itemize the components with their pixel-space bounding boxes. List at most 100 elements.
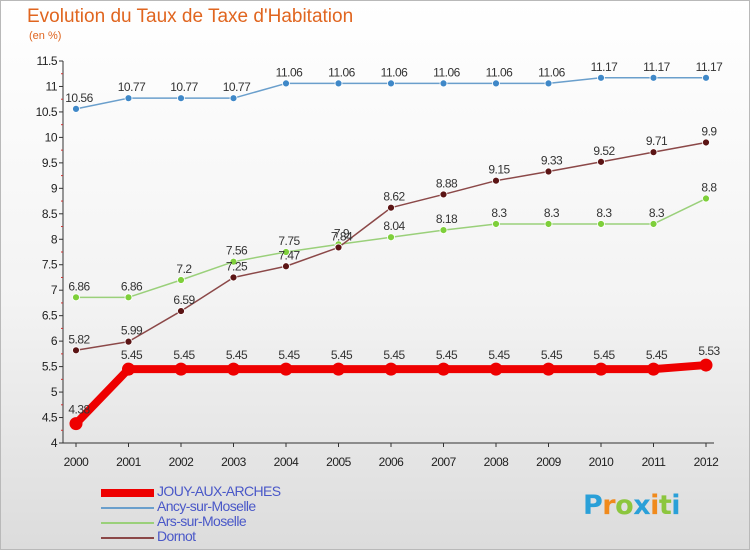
y-tick-label: 9.5 [42,156,58,170]
data-label: 5.45 [121,348,143,362]
data-label: 9.71 [646,134,668,148]
data-label: 8.8 [701,181,717,195]
legend-swatch [101,489,154,497]
data-point [334,243,343,252]
data-label: 9.15 [488,163,510,177]
data-label: 5.45 [226,348,248,362]
data-label: 7.25 [226,259,248,273]
x-tick-label: 2000 [64,455,90,469]
data-point [492,220,500,228]
x-tick-label: 2012 [694,455,720,469]
data-point [334,79,343,88]
data-label: 7.75 [278,234,300,248]
x-tick-label: 2007 [431,455,457,469]
data-label: 6.86 [121,279,143,293]
data-label: 8.04 [383,219,405,233]
data-point [544,220,553,228]
logo-letter: P [583,490,603,521]
data-label: 6.86 [68,279,90,293]
data-point [702,138,710,147]
data-label: 10.77 [118,80,146,94]
data-label: 5.45 [331,348,353,362]
data-point [702,194,710,203]
y-tick-label: 7.5 [42,258,58,272]
x-tick-label: 2011 [642,455,667,469]
data-point [72,104,80,113]
data-label: 11.17 [591,60,618,74]
logo-letter: r [602,490,616,521]
x-tick-label: 2008 [484,455,510,469]
data-point [282,79,290,88]
y-tick-label: 6 [51,334,58,348]
data-point [122,362,135,376]
data-label: 11.06 [381,65,408,79]
data-label: 11.06 [328,65,355,79]
data-point [702,73,710,82]
data-label: 8.3 [544,206,560,220]
data-point [439,190,448,199]
data-point [227,362,240,376]
data-label: 5.53 [698,344,720,358]
x-tick-label: 2001 [116,455,142,469]
data-label: 8.3 [491,206,507,220]
data-label: 7.47 [278,248,300,262]
data-point [649,220,658,228]
y-tick-label: 8 [51,232,58,246]
data-label: 5.45 [646,348,668,362]
data-label: 11.17 [643,60,670,74]
y-tick-label: 8.5 [42,207,58,221]
legend-label: Dornot [157,528,196,544]
data-point [174,362,188,376]
data-point [282,262,290,271]
y-tick-label: 10.5 [36,105,58,119]
x-tick-label: 2006 [379,455,405,469]
data-point [489,362,503,376]
data-point [439,79,448,88]
chart-subtitle: (en %) [29,30,62,42]
data-label: 11.17 [696,60,723,74]
data-label: 11.06 [276,65,303,79]
data-point [544,167,553,176]
x-tick-label: 2005 [326,455,352,469]
data-label: 8.3 [596,206,612,220]
data-label: 11.06 [538,65,565,79]
logo-letter: x [633,490,651,521]
data-point [229,273,238,282]
data-point [69,417,83,431]
data-label: 7.9 [334,226,350,240]
data-point [647,362,660,376]
data-point [282,248,290,256]
legend-label: Ancy-sur-Moselle [157,498,256,514]
y-tick-label: 10 [45,130,58,144]
logo-letter: o [615,490,634,521]
data-label: 5.99 [121,324,143,338]
data-point [597,220,605,228]
data-point [594,362,608,376]
legend-swatch [101,537,154,539]
data-label: 8.62 [383,190,405,204]
x-tick-label: 2003 [221,455,247,469]
data-point [177,307,185,315]
data-point [492,79,500,88]
data-point [437,362,450,376]
data-point [124,293,133,302]
data-point [72,346,80,355]
y-tick-label: 4 [51,436,58,450]
y-tick-label: 5.5 [42,360,58,374]
data-point [649,73,658,82]
data-label: 5.45 [593,348,615,362]
data-label: 4.38 [68,403,90,417]
data-point [544,79,553,88]
data-label: 5.45 [278,348,300,362]
data-point [384,362,398,376]
y-tick-label: 4.5 [42,411,58,425]
y-tick-label: 11 [46,79,58,93]
x-tick-label: 2009 [536,455,562,469]
data-point [177,276,185,284]
data-point [229,94,238,103]
data-point [387,79,395,88]
chart-title: Evolution du Taux de Taxe d'Habitation [27,6,354,27]
data-label: 10.77 [223,80,251,94]
